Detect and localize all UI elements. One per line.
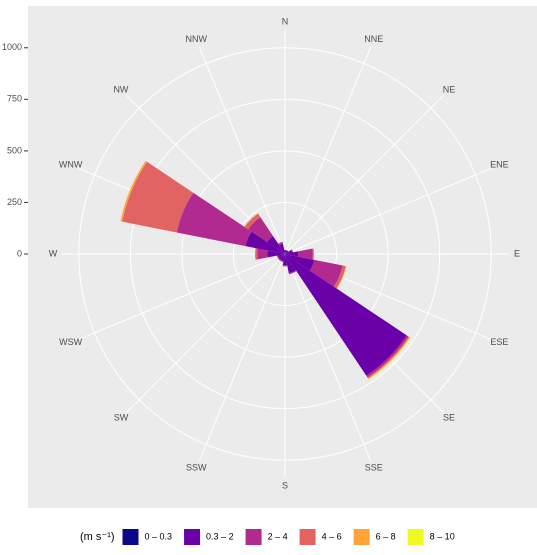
direction-label: SW — [114, 412, 129, 422]
direction-label: SE — [443, 412, 455, 422]
y-tick-label: 250 — [7, 197, 22, 207]
legend-swatch — [246, 529, 262, 545]
direction-label: SSE — [365, 463, 383, 473]
direction-label: WSW — [59, 337, 82, 347]
legend-label: 4 – 6 — [322, 531, 342, 541]
legend-swatch — [354, 529, 370, 545]
legend-label: 0 – 0.3 — [145, 531, 173, 541]
legend-label: 0.3 – 2 — [206, 531, 234, 541]
direction-label: NNW — [185, 34, 207, 44]
legend-swatch — [300, 529, 316, 545]
legend-swatch — [184, 529, 200, 545]
legend-swatch — [408, 529, 424, 545]
direction-label: NE — [443, 84, 456, 94]
direction-label: WNW — [59, 160, 83, 170]
direction-label: N — [282, 16, 289, 26]
direction-label: ENE — [490, 160, 509, 170]
direction-label: NNE — [364, 34, 383, 44]
direction-label: SSW — [186, 463, 207, 473]
direction-label: ESE — [490, 337, 508, 347]
y-tick-label: 750 — [7, 94, 22, 104]
y-tick-label: 500 — [7, 145, 22, 155]
y-tick-label: 1000 — [2, 42, 22, 52]
direction-label: NW — [113, 84, 128, 94]
legend-title: (m s⁻¹) — [80, 531, 115, 543]
direction-label: W — [49, 248, 58, 258]
legend-label: 6 – 8 — [376, 531, 396, 541]
legend-label: 2 – 4 — [268, 531, 288, 541]
y-tick-label: 0 — [17, 248, 22, 258]
legend-swatch — [123, 529, 139, 545]
direction-label: E — [514, 248, 520, 258]
direction-label: S — [282, 480, 288, 490]
legend-label: 8 – 10 — [430, 531, 455, 541]
